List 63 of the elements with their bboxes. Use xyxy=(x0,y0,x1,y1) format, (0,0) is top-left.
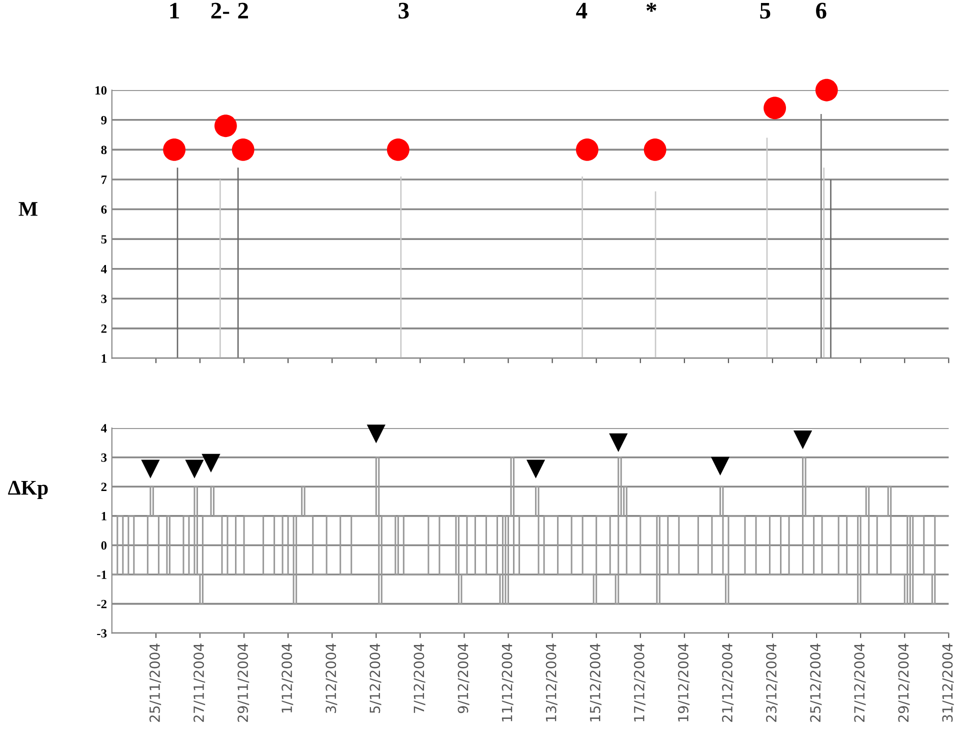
y-tick-label: 10 xyxy=(96,86,107,95)
point xyxy=(793,430,812,450)
x-tick-label: 25/11/2004 xyxy=(149,644,162,722)
y-tick-label: 3 xyxy=(101,453,107,462)
y-tick-label: 9 xyxy=(101,116,107,124)
y-tick-label: 1 xyxy=(102,512,106,520)
x2-tick-label: * xyxy=(646,2,656,12)
x-tick-label: 11/12/2004 xyxy=(502,644,514,722)
x-tick-label: 27/12/2004 xyxy=(854,644,866,722)
point xyxy=(576,138,598,161)
x2-tick-label: 4 xyxy=(576,2,588,18)
y-tick-label: 3 xyxy=(101,294,107,304)
x-tick-label: 13/12/2004 xyxy=(546,644,558,722)
y-tick-label: 8 xyxy=(101,146,107,154)
y-axis-title: M xyxy=(18,202,38,216)
point xyxy=(609,433,628,452)
x-tick-label: 7/12/2004 xyxy=(414,644,426,713)
point xyxy=(644,138,666,161)
point xyxy=(526,460,546,478)
y-tick-label: 0 xyxy=(101,541,107,550)
y-tick-label: 7 xyxy=(102,176,107,184)
y-tick-label: -1 xyxy=(97,570,106,579)
y-axis-title: ΔKp xyxy=(8,480,48,500)
point xyxy=(163,138,186,161)
point xyxy=(141,460,160,478)
x-tick-label: 23/12/2004 xyxy=(766,644,778,722)
x-tick-label: 29/11/2004 xyxy=(238,644,250,722)
y-tick-label: 2 xyxy=(101,324,106,333)
point xyxy=(710,456,730,476)
x-tick-label: 15/12/2004 xyxy=(590,644,602,722)
x2-tick-label: 5 xyxy=(760,2,770,19)
point xyxy=(366,424,386,444)
point xyxy=(185,460,204,478)
x2-tick-label: 1 xyxy=(170,2,179,18)
y-tick-label: -2 xyxy=(97,600,106,608)
point xyxy=(386,138,410,161)
x2-tick-label: 6 xyxy=(816,2,826,19)
y-tick-label: 5 xyxy=(101,235,107,244)
y-tick-label: 6 xyxy=(101,205,107,214)
y-tick-label: 2 xyxy=(101,482,106,491)
point xyxy=(232,138,254,161)
y-tick-label: -3 xyxy=(97,629,107,638)
point xyxy=(764,96,786,120)
x-tick-label: 5/12/2004 xyxy=(370,644,382,713)
y-tick-label: 1 xyxy=(102,354,106,363)
x-tick-label: 19/12/2004 xyxy=(678,644,690,722)
point xyxy=(815,78,838,102)
x2-tick-label: 3 xyxy=(398,2,409,19)
point xyxy=(202,454,220,473)
point xyxy=(214,114,237,138)
x-tick-label: 25/12/2004 xyxy=(810,644,822,722)
x-tick-label: 21/12/2004 xyxy=(722,644,734,722)
x2-tick-label: 2 xyxy=(238,2,248,18)
x-tick-label: 9/12/2004 xyxy=(458,644,470,714)
x-tick-label: 3/12/2004 xyxy=(326,644,338,713)
x-tick-label: 27/11/2004 xyxy=(194,644,206,722)
y-tick-label: 4 xyxy=(100,264,107,274)
x-tick-label: 17/12/2004 xyxy=(634,644,646,722)
x-tick-label: 1/12/2004 xyxy=(282,644,294,713)
x-tick-label: 31/12/2004 xyxy=(942,644,954,722)
x-tick-label: 29/12/2004 xyxy=(898,644,910,722)
y-tick-label: 4 xyxy=(100,424,107,432)
x2-tick-label: 2- xyxy=(211,2,230,18)
